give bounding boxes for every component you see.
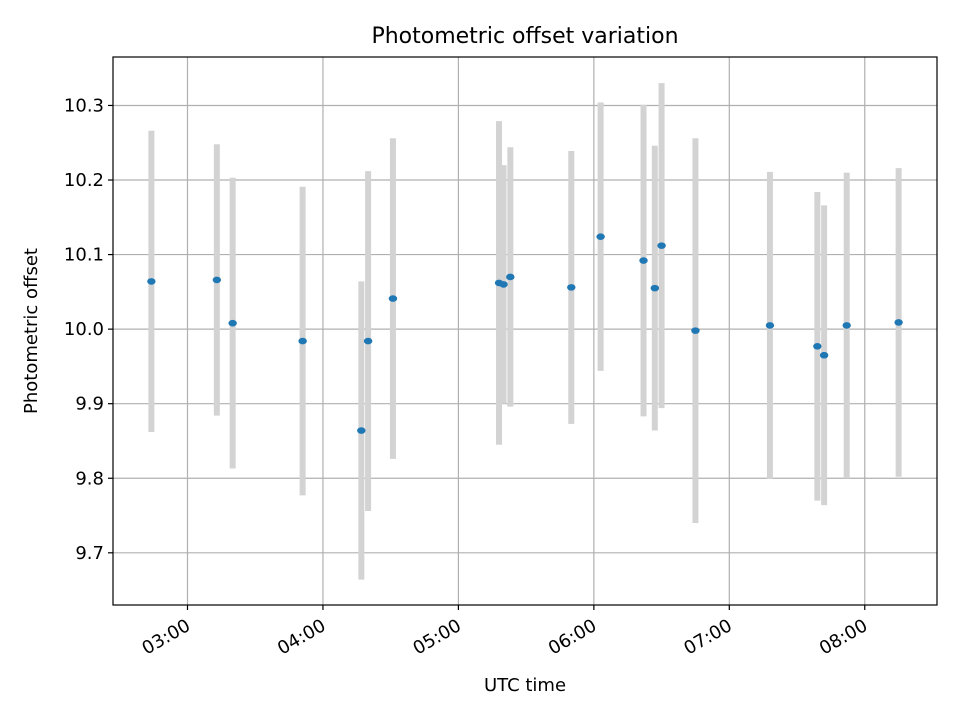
data-point	[506, 273, 515, 281]
data-point	[596, 233, 605, 240]
data-point	[567, 284, 576, 291]
data-point	[842, 322, 851, 329]
data-points	[147, 233, 903, 434]
y-tick-label: 10.3	[64, 95, 104, 116]
data-point	[639, 257, 648, 264]
data-point	[657, 242, 666, 249]
y-axis-ticks: 9.7 9.8 9.9 10.0 10.1 10.2 10.3	[64, 95, 113, 564]
data-point	[228, 319, 237, 327]
y-tick-label: 9.8	[75, 468, 104, 489]
data-point	[813, 342, 822, 350]
chart-title: Photometric offset variation	[371, 24, 678, 49]
data-point	[499, 281, 508, 288]
data-point	[357, 427, 366, 434]
data-point	[298, 337, 307, 345]
x-axis-label: UTC time	[484, 675, 566, 696]
data-point	[894, 319, 903, 326]
grid	[113, 57, 937, 605]
y-tick-label: 10.1	[64, 245, 104, 266]
y-tick-label: 10.2	[64, 170, 104, 191]
data-point	[650, 284, 660, 292]
data-point	[388, 295, 398, 302]
data-point	[212, 276, 222, 284]
y-tick-label: 9.7	[75, 543, 104, 564]
data-point	[765, 322, 775, 329]
plot-frame	[112, 56, 938, 606]
data-point	[819, 351, 829, 359]
data-point	[691, 327, 700, 334]
data-point	[363, 337, 373, 345]
y-tick-label: 10.0	[64, 319, 104, 340]
y-tick-label: 9.9	[75, 394, 104, 415]
data-point	[147, 278, 156, 285]
y-axis-label: Photometric offset	[21, 248, 42, 414]
